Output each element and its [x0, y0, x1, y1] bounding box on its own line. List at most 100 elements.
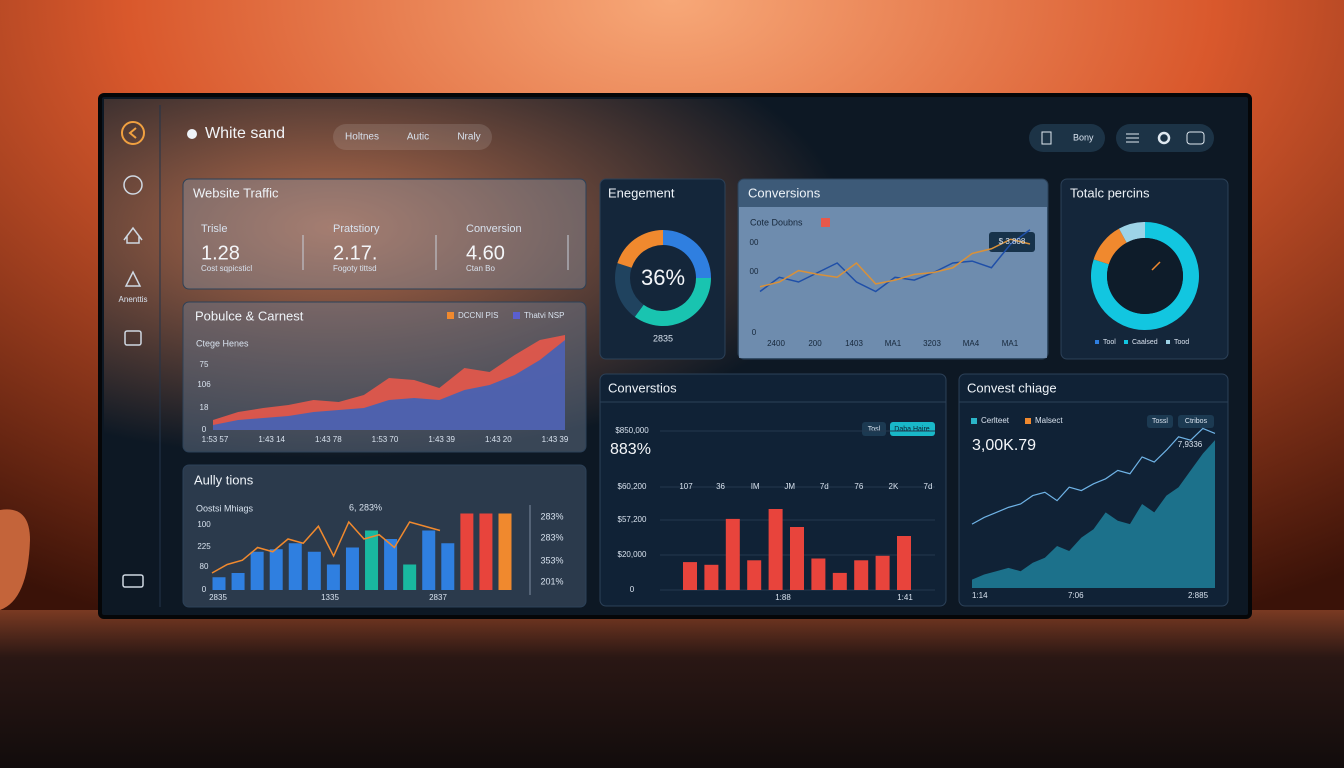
legend-swatch [971, 418, 977, 424]
button-label[interactable]: Tosl [868, 426, 881, 433]
desk [0, 610, 1344, 768]
axis-label: 75 [200, 360, 209, 369]
bar [365, 530, 379, 590]
chat-icon[interactable] [122, 574, 144, 588]
button[interactable] [1178, 415, 1214, 428]
panel-title: Converstios [608, 380, 677, 395]
bar [422, 530, 436, 590]
panel-title: Pobulce & Carnest [195, 308, 304, 323]
legend-label: DCCNI PIS [458, 311, 498, 320]
legend-label: Tood [1174, 339, 1189, 346]
brand: White sand [205, 125, 285, 142]
tab[interactable]: Autic [407, 132, 429, 143]
analytics-icon[interactable] [124, 270, 142, 287]
axis-label: $60,200 [618, 482, 647, 491]
legend-swatch [1124, 340, 1128, 344]
panel-title: Totalc percins [1070, 185, 1150, 200]
bar [832, 572, 847, 590]
axis-label: $850,000 [615, 426, 649, 435]
headline: 3,00K.79 [972, 437, 1036, 454]
axis-label: 0 [202, 585, 207, 594]
chart-area [739, 207, 1047, 358]
nav-icon[interactable] [123, 175, 143, 195]
bar [269, 549, 283, 590]
bar [790, 527, 804, 590]
legend-label: Caalsed [1132, 339, 1158, 346]
button-label[interactable]: Daba Haire [894, 426, 930, 433]
bar [231, 573, 245, 590]
x-label: 3203 [923, 339, 941, 348]
file-icon [1041, 131, 1052, 145]
tooltip-box [989, 232, 1035, 252]
x-label: MA4 [963, 339, 980, 348]
donut-segment [634, 278, 711, 326]
donut-center: 36% [641, 265, 685, 290]
column-label: 76 [854, 482, 863, 491]
panel-title: Aully tions [194, 472, 254, 487]
docs-icon[interactable] [124, 330, 142, 346]
axis-label: $20,000 [618, 550, 647, 559]
headline: 883% [610, 441, 651, 458]
stat-note: Cost sqpicsticl [201, 264, 252, 273]
legend-swatch [1166, 340, 1170, 344]
legend-label: Malsect [1035, 416, 1063, 425]
axis-label: 353% [540, 555, 563, 565]
sidebar-label: Anenttis [119, 295, 148, 304]
donut-hole [1107, 238, 1183, 314]
axis-label: 283% [540, 511, 563, 521]
line [759, 229, 1031, 293]
axis-label: 225 [197, 542, 211, 551]
x-label: 2400 [767, 339, 785, 348]
mail-icon[interactable] [1186, 131, 1205, 145]
stat-value: 2.17. [333, 242, 377, 264]
button[interactable] [890, 422, 935, 436]
bar [768, 509, 783, 590]
back-icon [128, 127, 137, 139]
button-label[interactable]: Tossl [1152, 418, 1168, 425]
panel-title: Convest chiage [967, 380, 1057, 395]
status-icon[interactable] [1157, 131, 1171, 145]
action-label[interactable]: Bony [1073, 132, 1094, 142]
legend-swatch [447, 312, 454, 319]
chart-subtitle: Ctege Henes [196, 338, 249, 348]
bar [307, 551, 321, 590]
donut-segment [1118, 222, 1145, 243]
legend-swatch [821, 218, 830, 227]
x-label: 1:43 14 [258, 435, 285, 444]
column-label: 107 [679, 482, 693, 491]
bar [250, 551, 264, 590]
legend-label: Tool [1103, 339, 1116, 346]
button[interactable] [862, 422, 886, 436]
donut-segment [663, 230, 711, 278]
menu-icon[interactable] [1126, 133, 1139, 143]
button-label[interactable]: Ctribos [1185, 418, 1208, 425]
button[interactable] [1147, 415, 1173, 428]
line [759, 238, 1031, 288]
stat-label: Conversion [466, 223, 522, 235]
chart-subtitle: Oostsi Mhiags [196, 503, 254, 513]
action-pill[interactable] [1029, 124, 1105, 152]
panel [599, 373, 947, 607]
axis-label: 283% [540, 532, 563, 542]
bar [498, 513, 512, 590]
stat-value: 1.28 [201, 242, 240, 264]
donut-segment [615, 263, 644, 317]
bar [811, 558, 826, 590]
tab[interactable]: Holtnes [345, 132, 379, 143]
bar [403, 564, 417, 590]
back-button[interactable] [121, 121, 145, 145]
axis-label: 0 [202, 425, 207, 434]
x-label: MA1 [1002, 339, 1019, 348]
column-label: 7d [924, 482, 933, 491]
bar [725, 518, 740, 590]
x-label: 1:43 39 [428, 435, 455, 444]
area [972, 440, 1215, 588]
x-label: 1:41 [897, 593, 913, 602]
bar [683, 562, 697, 590]
bar [897, 536, 911, 590]
tab[interactable]: Nraly [457, 132, 480, 143]
x-label: 1:14 [972, 591, 988, 600]
home-icon[interactable] [123, 226, 143, 244]
bar [212, 577, 226, 590]
